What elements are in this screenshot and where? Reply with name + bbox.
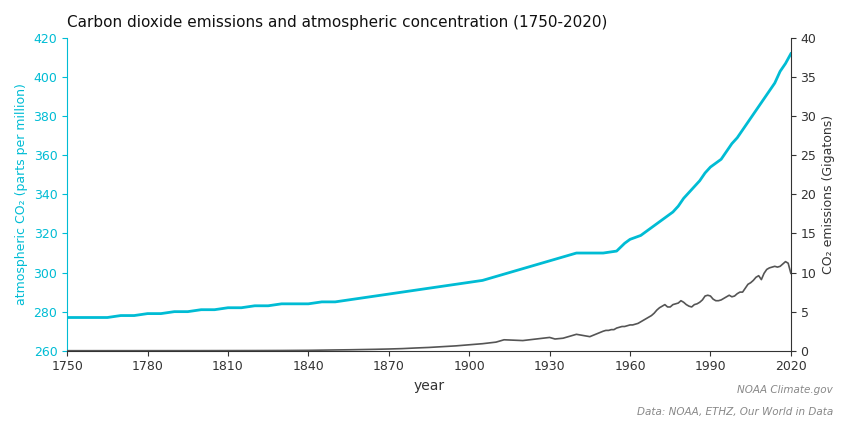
Text: Data: NOAA, ETHZ, Our World in Data: Data: NOAA, ETHZ, Our World in Data xyxy=(637,406,833,416)
Text: NOAA Climate.gov: NOAA Climate.gov xyxy=(737,385,833,395)
Text: Carbon dioxide emissions and atmospheric concentration (1750-2020): Carbon dioxide emissions and atmospheric… xyxy=(67,15,608,30)
X-axis label: year: year xyxy=(413,379,445,393)
Y-axis label: CO₂ emissions (Gigatons): CO₂ emissions (Gigatons) xyxy=(822,115,835,274)
Y-axis label: atmospheric CO₂ (parts per million): atmospheric CO₂ (parts per million) xyxy=(15,83,28,305)
